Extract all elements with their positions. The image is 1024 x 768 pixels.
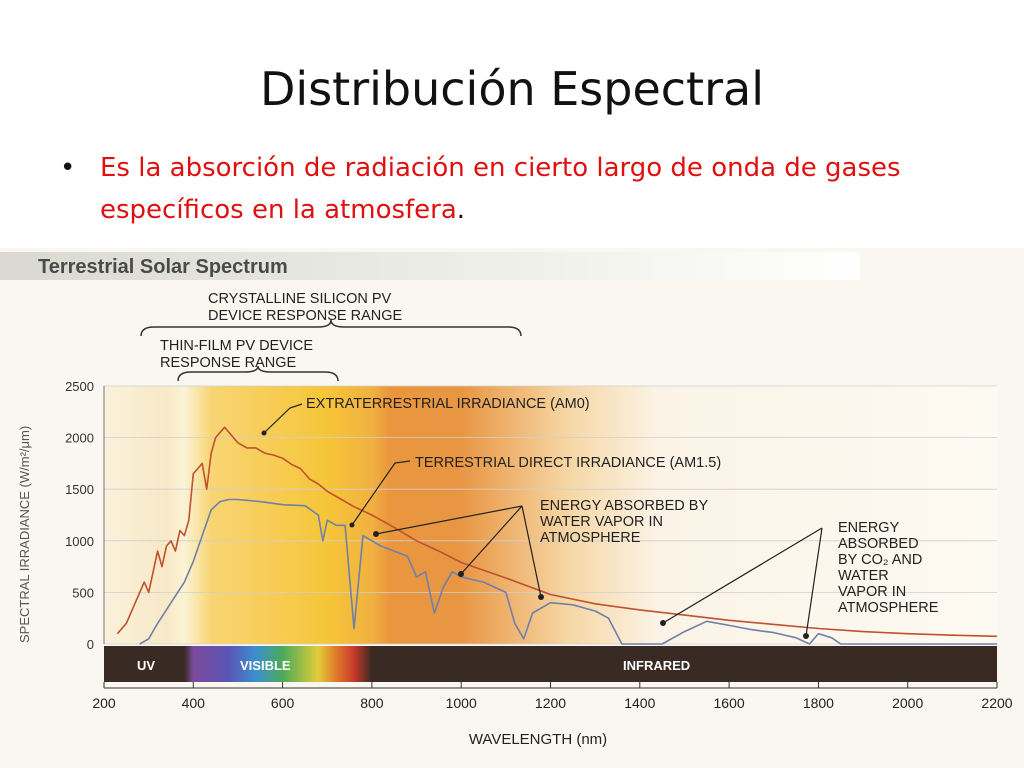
x-tick-label: 2200 [981,695,1012,711]
annotation-water-marker-3 [538,594,544,600]
annotation-water-leader-1 [375,505,523,535]
x-tick-label: 1600 [714,695,745,711]
annotation-am0-marker [261,430,267,436]
bullet-text: Es la absorción de radiación en cierto l… [100,153,901,225]
x-tick-label: 800 [360,695,384,711]
annotation-co2-label-line-3: BY CO₂ AND [838,552,922,568]
response-range-brackets: CRYSTALLINE SILICON PV DEVICE RESPONSE R… [140,291,522,382]
chart-series [116,426,998,645]
bullet-icon: • [60,153,76,183]
x-tick-label: 2000 [892,695,923,711]
range-bracket-crystalline [140,319,522,337]
x-tick-label: 1800 [803,695,834,711]
plot-area [104,386,997,644]
chart-axes: 0 500 1000 1500 2000 2500 200 400 600 800 1000 1200… [65,379,1013,711]
annotation-water-leader-2 [460,505,523,575]
annotation-water-leader-3 [521,505,542,598]
range-label-crystalline-line-1: CRYSTALLINE SILICON PV [208,291,392,307]
x-tick-label: 200 [92,695,116,711]
annotation-water-marker-1 [373,531,379,537]
annotation-co2-marker-2 [803,633,809,639]
annotation-water-label-line-3: ATMOSPHERE [540,530,641,546]
y-tick-label: 500 [72,585,94,600]
annotation-water-marker-2 [458,571,464,577]
x-tick-label: 1400 [624,695,655,711]
annotation-co2-leader-2 [805,527,823,637]
range-label-thinfilm-line-1: THIN-FILM PV DEVICE [160,338,313,354]
spectrum-band-background [104,646,997,682]
annotation-co2-label-line-4: WATER [838,568,889,584]
spectrum-band-bar: UV VISIBLE INFRARED [104,646,997,682]
annotation-water-label-line-2: WATER VAPOR IN [540,514,663,530]
y-tick-label: 0 [87,637,94,652]
annotation-co2-leader-1 [662,527,823,624]
y-tick-label: 1000 [65,534,94,549]
band-label-uv: UV [137,658,155,673]
y-tick-label: 2500 [65,379,94,394]
x-tick-label: 600 [271,695,295,711]
annotation-water-label-line-1: ENERGY ABSORBED BY [540,498,708,514]
annotation-am15-marker [349,522,355,528]
x-tick-label: 1000 [446,695,477,711]
bullet-text-block: Es la absorción de radiación en cierto l… [100,148,960,231]
annotation-co2-marker-1 [660,620,666,626]
figure-heading: Terrestrial Solar Spectrum [38,256,288,278]
annotation-co2-label-line-2: ABSORBED [838,536,919,552]
range-label-crystalline-line-2: DEVICE RESPONSE RANGE [208,308,403,324]
annotation-co2-label-line-1: ENERGY [838,520,900,536]
chart-annotations: EXTRATERRESTRIAL IRRADIANCE (AM0) TERRES… [261,396,939,639]
annotation-am15-leader [351,460,411,526]
y-tick-label: 2000 [65,431,94,446]
x-axis-label: WAVELENGTH (nm) [469,731,607,748]
band-label-visible: VISIBLE [240,658,291,673]
annotation-co2-label-line-5: VAPOR IN [838,584,906,600]
x-tick-label: 400 [182,695,206,711]
solar-spectrum-figure: Terrestrial Solar Spectrum CRYSTALLINE S… [0,248,1024,768]
slide-title: Distribución Espectral [260,62,764,116]
series-line-am0 [116,426,998,638]
band-label-infrared: INFRARED [623,658,690,673]
annotation-am0-leader [263,403,303,434]
range-label-thinfilm-line-2: RESPONSE RANGE [160,355,296,371]
bullet-period: . [456,194,466,225]
x-tick-label: 1200 [535,695,566,711]
y-tick-label: 1500 [65,482,94,497]
y-axis-label: SPECTRAL IRRADIANCE (W/m²/μm) [17,426,32,643]
annotation-co2-label-line-6: ATMOSPHERE [838,600,939,616]
annotation-am0-label: EXTRATERRESTRIAL IRRADIANCE (AM0) [306,396,590,412]
annotation-am15-label: TERRESTRIAL DIRECT IRRADIANCE (AM1.5) [415,455,721,471]
figure-heading-bar [0,252,860,280]
range-bracket-thinfilm [177,365,339,382]
series-line-am15 [139,498,997,645]
